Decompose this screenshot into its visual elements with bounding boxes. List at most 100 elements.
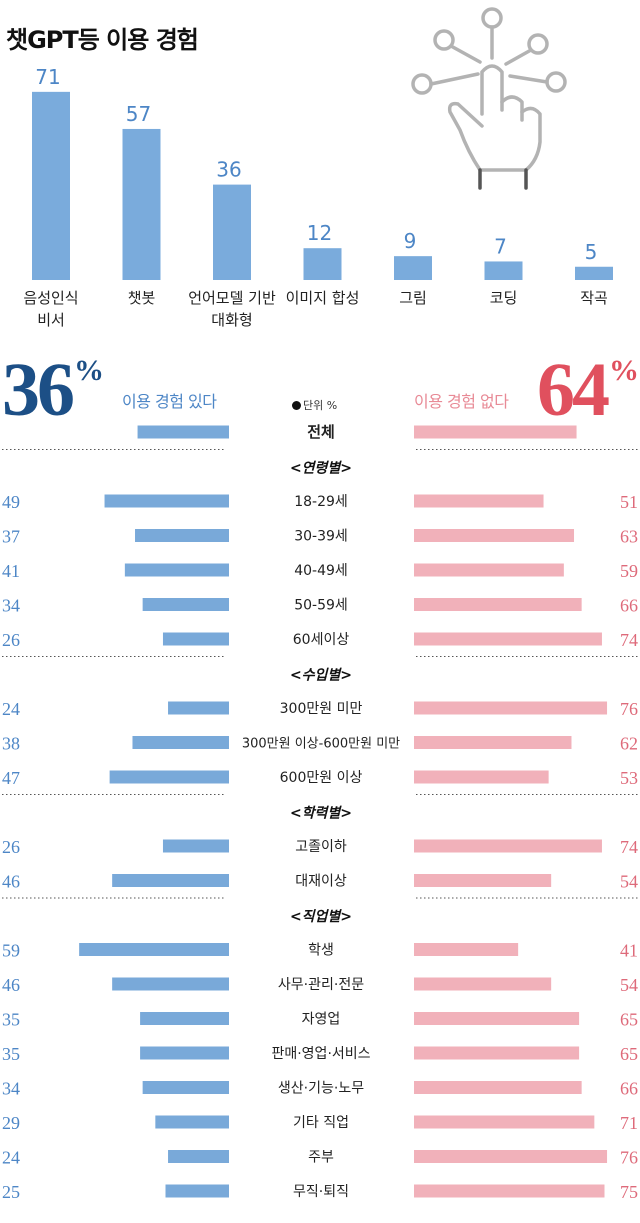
no-value: 54 — [620, 872, 638, 892]
yes-bar — [162, 839, 229, 853]
section-header: <학력별> — [290, 806, 352, 822]
yes-bar — [79, 943, 229, 956]
top-bar-value: 5 — [585, 240, 598, 264]
yes-bar — [140, 1046, 229, 1060]
top-bar-value: 7 — [494, 234, 507, 258]
no-bar — [414, 701, 608, 715]
row-label: 학생 — [308, 943, 334, 959]
row-label: 18-29세 — [294, 494, 348, 510]
yes-value: 49 — [2, 492, 20, 512]
yes-bar — [104, 494, 229, 508]
no-value: 66 — [620, 1079, 638, 1099]
top-bar — [32, 91, 70, 280]
no-summary-value: 64% — [537, 348, 639, 432]
no-value: 74 — [620, 630, 638, 650]
no-bar — [414, 839, 602, 853]
row-label: 사무·관리·전문 — [278, 977, 364, 993]
no-bar — [414, 529, 575, 542]
yes-value: 41 — [2, 561, 20, 581]
no-bar — [414, 874, 552, 887]
unit-label: 단위 % — [292, 397, 337, 413]
yes-value: 26 — [2, 837, 20, 857]
no-value: 62 — [620, 734, 638, 754]
top-bar — [575, 266, 613, 280]
yes-bar — [168, 1150, 229, 1163]
yes-bar — [142, 1081, 229, 1094]
row-label: 60세이상 — [293, 632, 350, 648]
yes-value: 34 — [2, 596, 20, 616]
yes-bar — [140, 1012, 229, 1025]
top-bar — [213, 184, 251, 280]
yes-bar — [112, 874, 229, 887]
no-value: 75 — [620, 1182, 638, 1202]
top-bar-value: 71 — [35, 65, 60, 89]
yes-value: 29 — [2, 1113, 20, 1133]
yes-value: 24 — [2, 699, 20, 719]
yes-bar — [124, 563, 229, 577]
yes-bar — [137, 425, 229, 439]
top-bar-value: 36 — [216, 158, 241, 182]
top-category-label: 챗봇 — [128, 289, 156, 307]
no-bar — [414, 977, 552, 991]
no-value: 63 — [620, 527, 638, 547]
top-bar — [122, 128, 161, 280]
no-value: 54 — [620, 975, 638, 995]
no-bar — [414, 598, 582, 611]
yes-bar — [142, 598, 229, 611]
row-label: 고졸이하 — [295, 839, 347, 855]
no-value: 51 — [620, 492, 638, 512]
no-bar — [414, 1184, 605, 1198]
no-bar — [414, 1012, 580, 1025]
row-label: 자영업 — [302, 1012, 341, 1028]
yes-value: 38 — [2, 734, 20, 754]
no-value: 76 — [620, 699, 638, 719]
no-value: 66 — [620, 596, 638, 616]
no-summary-label: 이용 경험 없다 — [414, 392, 509, 411]
top-category-label: 이미지 합성 — [286, 289, 360, 307]
no-value: 65 — [620, 1010, 638, 1030]
no-value: 41 — [620, 941, 638, 961]
no-bar — [414, 1150, 608, 1163]
top-category-label: 대화형 — [211, 311, 252, 329]
no-value: 71 — [620, 1113, 638, 1133]
row-label: 30-39세 — [294, 529, 348, 545]
no-bar — [414, 1115, 595, 1129]
top-category-label: 언어모델 기반 — [188, 289, 276, 307]
yes-value: 26 — [2, 630, 20, 650]
top-bar-value: 12 — [307, 221, 332, 245]
yes-value: 24 — [2, 1148, 20, 1168]
top-bar-value: 9 — [404, 229, 417, 253]
no-bar — [414, 1081, 582, 1094]
row-label: 주부 — [308, 1150, 334, 1166]
no-value: 74 — [620, 837, 638, 857]
no-bar — [414, 425, 577, 439]
no-value: 76 — [620, 1148, 638, 1168]
no-bar — [414, 736, 572, 749]
row-label: 기타 직업 — [293, 1115, 349, 1131]
row-label: 생산·기능·노무 — [278, 1081, 364, 1097]
row-label: 300만원 미만 — [280, 701, 363, 717]
yes-value: 25 — [2, 1182, 20, 1202]
yes-value: 37 — [2, 527, 20, 547]
yes-bar — [109, 770, 229, 784]
row-label: 40-49세 — [294, 563, 348, 579]
top-bar-value: 57 — [126, 102, 151, 126]
top-category-label: 비서 — [37, 311, 65, 329]
row-label: 대재이상 — [295, 874, 347, 890]
yes-bar — [135, 529, 229, 542]
row-label: 무직·퇴직 — [293, 1184, 349, 1200]
no-bar — [414, 1046, 580, 1060]
row-label: 전체 — [307, 423, 335, 441]
section-header: <수입별> — [290, 668, 352, 684]
yes-value: 46 — [2, 872, 20, 892]
row-label: 판매·영업·서비스 — [271, 1046, 370, 1062]
no-bar — [414, 943, 519, 956]
row-label: 300만원 이상-600만원 미만 — [242, 737, 400, 752]
top-category-label: 그림 — [399, 289, 427, 307]
yes-value: 59 — [2, 941, 20, 961]
no-bar — [414, 770, 549, 784]
no-bar — [414, 632, 602, 646]
yes-value: 47 — [2, 768, 20, 788]
